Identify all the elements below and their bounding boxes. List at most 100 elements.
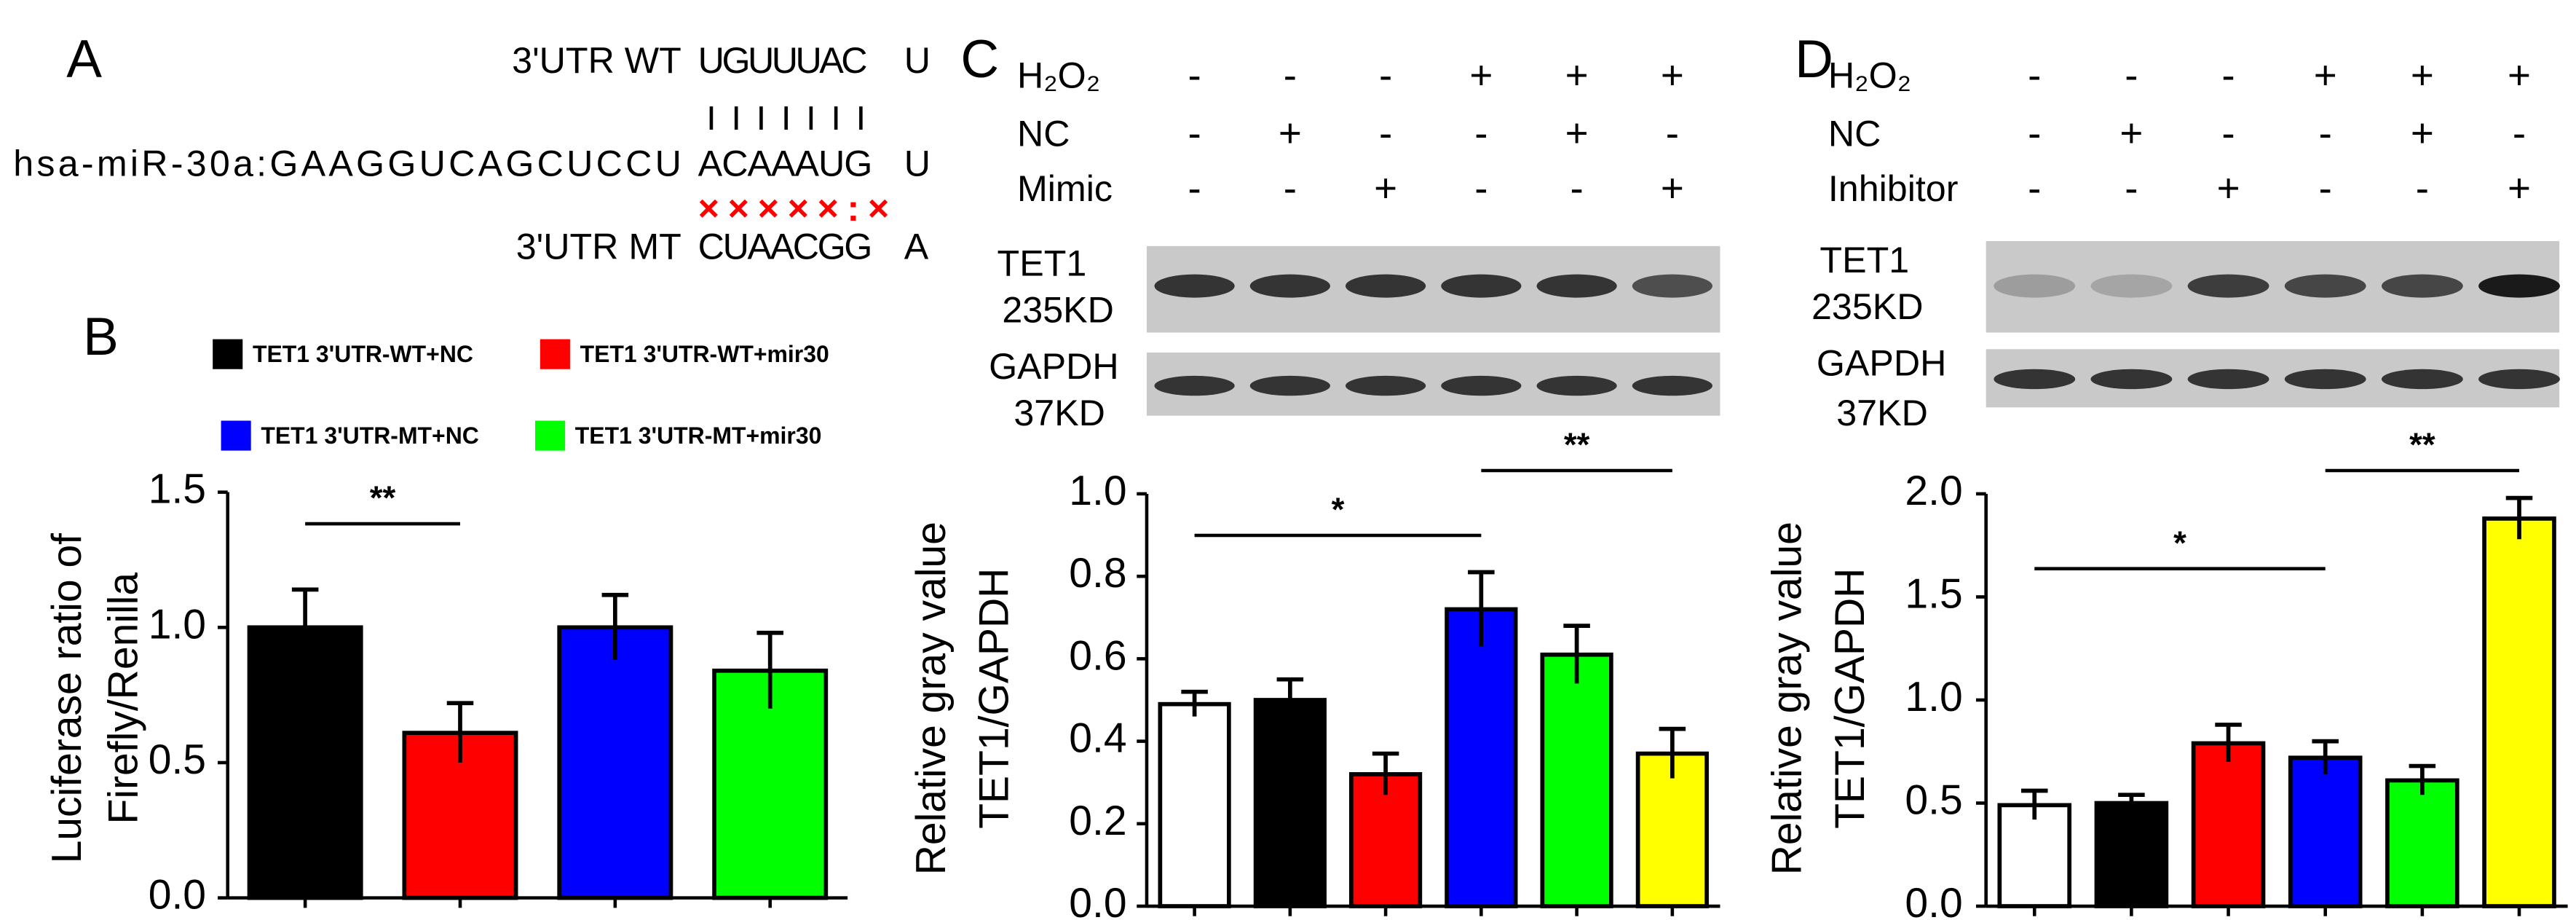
blot-band	[2090, 274, 2173, 298]
error-bar	[2409, 763, 2436, 795]
condition-mark: +	[2411, 111, 2434, 156]
panel: B 0.0 0.5 1.0 1.5 Luciferase ratio of Firefly/…	[44, 307, 848, 919]
blot	[1146, 352, 1720, 416]
panel-letter: C	[960, 30, 999, 89]
error-bar	[2312, 739, 2339, 774]
bar	[2288, 755, 2363, 908]
blot-band	[1345, 375, 1426, 396]
blot-band	[2478, 369, 2560, 390]
y-tick-label: 0.0	[149, 872, 206, 919]
condition-mark: -	[2028, 111, 2041, 156]
legend-label: TET1 3'UTR-WT+NC	[253, 341, 473, 367]
condition-mark: -	[2319, 165, 2332, 211]
pair-lines	[709, 106, 863, 130]
wt-end: U	[904, 40, 931, 81]
blot-band	[2090, 369, 2173, 390]
y-tick-label: 2.0	[1905, 468, 1962, 514]
blot-label: 37KD	[1014, 393, 1105, 433]
condition-mark: +	[1279, 111, 1302, 156]
y-tick-label: 0.8	[1069, 550, 1126, 597]
blot-label: TET1	[997, 243, 1087, 284]
y-tick-label: 1.0	[1069, 468, 1126, 514]
y-axis-label: Luciferase ratio of	[44, 533, 90, 864]
blot-label: 235KD	[1812, 286, 1924, 327]
y-tick-label: 0.6	[1069, 632, 1126, 679]
bar	[1253, 698, 1327, 908]
condition-mark: -	[2221, 111, 2235, 156]
panel-letter: A	[66, 30, 102, 89]
bar	[1540, 652, 1613, 908]
condition-mark: +	[1469, 52, 1493, 98]
error-bar	[2021, 788, 2048, 820]
condition-mark: -	[2513, 111, 2526, 156]
mir-end: U	[904, 143, 931, 184]
legend-swatch	[221, 420, 251, 451]
blot-band	[1994, 369, 2076, 390]
mismatch: ×××××:×	[698, 188, 889, 229]
y-tick-label: 0.2	[1069, 798, 1126, 844]
y-tick-label: 1.5	[149, 466, 206, 513]
bar	[2482, 516, 2556, 908]
wt-seq: UGUUUAC	[698, 40, 868, 81]
significance-label: *	[2173, 524, 2186, 562]
y-axis-label: TET1/GAPDH	[1827, 568, 1873, 829]
significance-label: **	[1564, 426, 1590, 463]
bar	[2094, 801, 2169, 908]
condition-mark: +	[2508, 52, 2531, 98]
error-bar	[756, 630, 783, 709]
panel-letter: B	[83, 307, 119, 366]
blot	[1986, 349, 2560, 408]
legend-label: TET1 3'UTR-MT+mir30	[575, 422, 822, 449]
y-tick-label: 0.5	[1905, 777, 1962, 824]
blot-band	[2187, 274, 2269, 298]
condition-mark: +	[2217, 165, 2240, 211]
blot-band	[1994, 274, 2076, 298]
blot	[1146, 245, 1720, 333]
legend-swatch	[540, 339, 570, 369]
condition-mark: -	[1284, 165, 1297, 211]
condition-mark: +	[2411, 52, 2434, 98]
bar	[1997, 803, 2072, 908]
error-bar	[2505, 495, 2533, 540]
y-axis-label: Relative gray value	[908, 522, 955, 875]
legend-label: TET1 3'UTR-MT+NC	[261, 422, 478, 449]
y-axis-label: Relative gray value	[1763, 522, 1810, 875]
significance-label: **	[2409, 426, 2435, 463]
blot-label: GAPDH	[1817, 342, 1947, 383]
condition-mark: +	[1374, 165, 1397, 211]
panel-a: A 3'UTR WT UGUUUAC U hsa-miR-30a:GAAGGUC…	[13, 30, 931, 267]
error-bar	[1372, 751, 1399, 795]
error-bar	[446, 701, 474, 763]
blot	[1986, 240, 2560, 333]
y-tick-label: 0.5	[149, 736, 206, 783]
error-bar	[2118, 793, 2145, 811]
y-tick-label: 0.4	[1069, 715, 1126, 762]
condition-mark: -	[2416, 165, 2429, 211]
panel-letter: D	[1795, 30, 1833, 89]
condition-mark: -	[1188, 52, 1201, 98]
legend-label: TET1 3'UTR-WT+mir30	[580, 341, 829, 367]
mt-end: A	[904, 227, 929, 267]
mir-seq: ACAAAUG	[698, 143, 873, 184]
blot-label: GAPDH	[989, 346, 1119, 387]
error-bar	[291, 587, 319, 666]
bar	[557, 625, 673, 900]
condition-mark: +	[1661, 52, 1684, 98]
blot-band	[2478, 274, 2560, 298]
blot-band	[1441, 274, 1522, 298]
condition-mark: -	[1379, 111, 1392, 156]
blot-band	[2284, 369, 2366, 390]
condition-mark: -	[1188, 111, 1201, 156]
error-bar	[1276, 677, 1304, 721]
blot-band	[2381, 369, 2463, 390]
condition-mark: -	[1188, 165, 1201, 211]
mir-label: hsa-miR-30a:GAAGGUCAGCUCCU	[13, 143, 681, 184]
condition-label: H₂O₂	[1828, 55, 1911, 96]
blot-band	[1632, 274, 1712, 298]
y-tick-label: 1.0	[149, 601, 206, 648]
blot-band	[1154, 274, 1235, 298]
condition-mark: +	[1565, 52, 1589, 98]
y-axis-label: TET1/GAPDH	[971, 568, 1018, 829]
bar	[2385, 778, 2460, 908]
condition-mark: +	[1565, 111, 1589, 156]
